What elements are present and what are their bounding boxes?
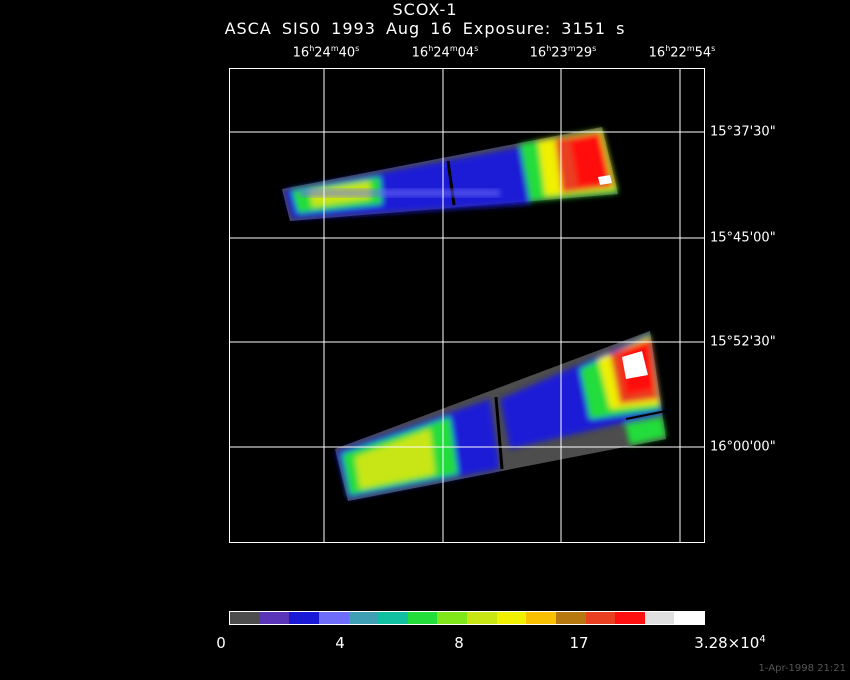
- colorbar-label-3: 17: [569, 634, 589, 652]
- dec-label-3: 15°52'30": [710, 334, 776, 350]
- colorbar-swatch-10: [526, 612, 556, 624]
- colorbar-label-1: 4: [335, 634, 345, 652]
- colorbar-swatch-5: [378, 612, 408, 624]
- ra-label-3: 16h23m29s: [529, 44, 597, 61]
- dec-label-4: 16°00'00": [710, 439, 776, 455]
- ra-label-4: 16h22m54s: [648, 44, 716, 61]
- lower-detector-strip: [335, 331, 667, 501]
- colorbar-swatch-11: [555, 612, 586, 624]
- ra-label-2: 16h24m04s: [411, 44, 479, 61]
- colorbar-swatch-0: [230, 612, 260, 624]
- ra-label-1: 16h24m40s: [292, 44, 360, 61]
- colorbar-swatch-13: [615, 612, 645, 624]
- colorbar-swatch-9: [496, 612, 527, 624]
- colorbar-swatch-6: [407, 612, 438, 624]
- colorbar-swatch-12: [585, 612, 616, 624]
- colorbar-swatch-8: [467, 612, 497, 624]
- colorbar-swatch-2: [289, 612, 319, 624]
- coordinate-grid: [230, 69, 704, 542]
- colorbar-swatch-4: [348, 612, 379, 624]
- upper-detector-strip: [282, 127, 618, 221]
- image-plot-frame: [229, 68, 705, 543]
- colorbar-swatch-15: [674, 612, 704, 624]
- dec-label-1: 15°37'30": [710, 124, 776, 140]
- timestamp-footer: 1-Apr-1998 21:21: [758, 663, 846, 674]
- colorbar-swatch-7: [437, 612, 467, 624]
- dec-label-2: 15°45'00": [710, 230, 776, 246]
- colorbar-swatch-14: [644, 612, 675, 624]
- xray-image: [230, 69, 704, 542]
- image-title: SCOX-1: [392, 0, 458, 19]
- colorbar-label-0: 0: [216, 634, 226, 652]
- colorbar-label-max: 3.28×104: [694, 634, 766, 652]
- colorbar: [229, 611, 705, 625]
- colorbar-swatch-3: [318, 612, 349, 624]
- colorbar-swatch-1: [259, 612, 290, 624]
- image-subtitle: ASCA SIS0 1993 Aug 16 Exposure: 3151 s: [224, 19, 626, 38]
- colorbar-label-2: 8: [454, 634, 464, 652]
